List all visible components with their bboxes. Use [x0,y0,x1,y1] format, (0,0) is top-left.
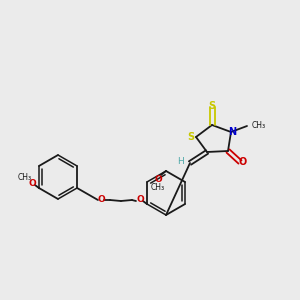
Text: CH₃: CH₃ [18,173,32,182]
Text: N: N [228,127,236,137]
Text: O: O [136,196,144,205]
Text: S: S [188,132,195,142]
Text: O: O [28,179,36,188]
Text: CH₃: CH₃ [252,122,266,130]
Text: CH₃: CH₃ [151,184,165,193]
Text: O: O [154,176,162,184]
Text: S: S [208,101,216,111]
Text: H: H [178,158,184,166]
Text: O: O [239,157,247,167]
Text: O: O [97,196,105,205]
